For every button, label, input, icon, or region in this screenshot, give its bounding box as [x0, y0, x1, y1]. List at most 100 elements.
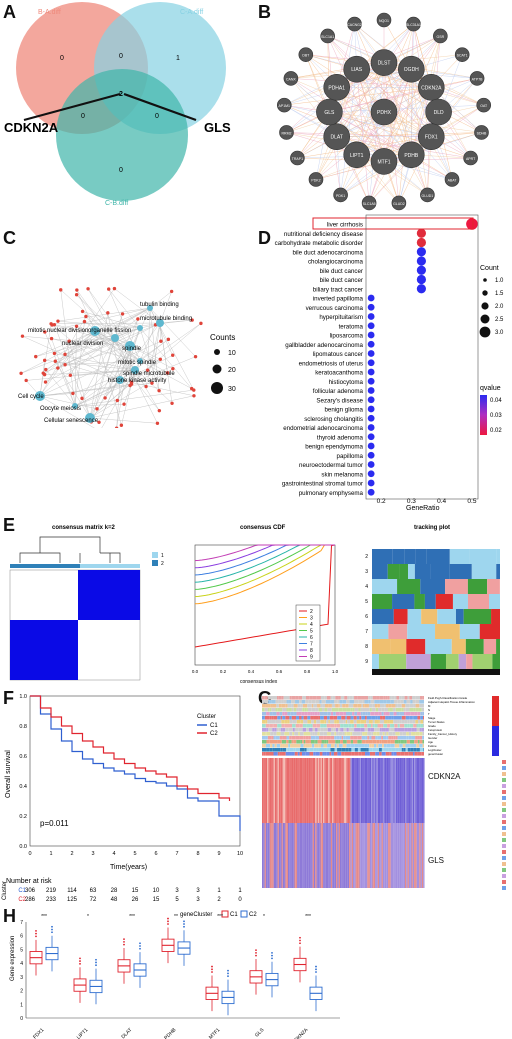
heatmap-cell	[282, 823, 285, 888]
annotation-cell	[383, 700, 387, 704]
annotation-cell	[281, 740, 287, 744]
heatmap-cell	[290, 758, 292, 823]
network-node[interactable]: NQO1	[376, 12, 392, 28]
network-edge	[297, 157, 385, 162]
enrichment-edge	[64, 327, 141, 355]
box-legend-c2: C2	[249, 912, 257, 918]
network-node[interactable]: ABAT	[444, 172, 460, 187]
network-node-label: SCAT1	[457, 54, 468, 58]
heatmap-cell	[411, 823, 413, 888]
annotation-cell	[399, 744, 403, 748]
box-xtick: LIPT1	[76, 1027, 90, 1039]
network-node[interactable]: DBT	[298, 47, 314, 62]
network-node[interactable]: LIPT1	[343, 141, 370, 169]
network-node[interactable]: DLD	[425, 98, 452, 126]
network-node[interactable]: PDK2	[308, 172, 324, 187]
annotation-cell	[306, 708, 308, 712]
annotation-cell	[269, 740, 274, 744]
annotation-cell	[415, 700, 420, 704]
heatmap-cell	[419, 823, 421, 888]
network-node[interactable]: GLUD2	[391, 195, 407, 211]
annotation-cell	[342, 744, 347, 748]
legend-swatch	[502, 784, 506, 788]
annotation-cell	[340, 740, 344, 744]
annotation-cell	[413, 716, 418, 720]
heatmap-cell	[381, 758, 383, 823]
network-node[interactable]: SLC1A5	[361, 195, 377, 211]
network-node[interactable]: APRT	[463, 150, 478, 166]
network-node[interactable]: PDK1	[333, 187, 348, 203]
qvalue-legend-003: 0.03	[490, 413, 502, 419]
network-node[interactable]: TRAP1	[290, 150, 305, 166]
network-node[interactable]: SLC31A1	[406, 16, 421, 32]
tracking-cell	[420, 579, 446, 594]
dotplot-point	[466, 218, 478, 230]
annotation-cell	[321, 700, 326, 704]
annotation-cell	[299, 752, 302, 756]
annotation-cell	[279, 720, 282, 724]
network-node[interactable]: LIAS	[343, 55, 370, 83]
network-node[interactable]: SLC1A1	[320, 28, 335, 44]
network-node[interactable]: PDHX	[370, 98, 398, 126]
network-node[interactable]: GLUD1	[420, 187, 435, 203]
heatmap-cell	[263, 823, 265, 888]
network-node[interactable]: FDX1	[417, 123, 445, 150]
box-ylabel: Gene expression	[10, 936, 16, 981]
network-node-circle	[370, 49, 398, 76]
annotation-cell	[353, 736, 358, 740]
enrichment-edge	[114, 337, 161, 360]
box-significance: ***	[305, 914, 311, 920]
dotplot-category: teratoma	[339, 323, 364, 330]
heatmap-cell	[350, 823, 352, 888]
network-node[interactable]: RRM2	[279, 125, 294, 140]
heatmap-cell	[385, 758, 387, 823]
annotation-cell	[341, 736, 344, 740]
network-node[interactable]: OGDH	[398, 55, 425, 83]
network-node[interactable]: GSR	[433, 28, 448, 44]
dotplot-category: liver cirrhosis	[327, 222, 363, 229]
network-node[interactable]: AP1M1	[276, 97, 292, 113]
venn-label-b-a: B-A.diff	[38, 9, 61, 16]
annotation-cell	[319, 732, 324, 736]
network-node[interactable]: SCAT1	[454, 47, 470, 62]
network-node[interactable]: ATP7B	[469, 71, 485, 86]
heatmap-cell	[336, 823, 338, 888]
network-node[interactable]: CDKN2A	[417, 74, 445, 101]
heatmap-cell	[271, 823, 273, 888]
annotation-cell	[418, 708, 422, 712]
network-node[interactable]: CANX	[283, 71, 299, 86]
annotation-cell	[316, 748, 319, 752]
annotation-cell	[313, 752, 316, 756]
network-node[interactable]: GLS	[316, 98, 343, 126]
network-node[interactable]: MTF1	[370, 148, 398, 175]
box	[293, 936, 307, 983]
annotation-cell	[297, 752, 300, 756]
annotation-cell	[420, 716, 423, 720]
network-node[interactable]: DLST	[370, 49, 398, 76]
annotation-cell	[334, 748, 338, 752]
network-node[interactable]: DLAT	[323, 123, 351, 150]
heatmap-cell	[276, 823, 278, 888]
annotation-cell	[289, 748, 294, 752]
network-node[interactable]: CACNG2	[347, 16, 362, 32]
enrichment-edge	[89, 323, 202, 419]
annotation-cell	[304, 708, 307, 712]
network-node[interactable]: OAT	[476, 97, 492, 113]
annotation-cell	[315, 736, 319, 740]
box	[133, 942, 147, 988]
annotation-cell	[354, 748, 358, 752]
tracking-cell	[465, 639, 484, 654]
network-node[interactable]: PDHB	[398, 141, 425, 169]
annotation-cell	[401, 696, 405, 700]
gene-node	[199, 321, 203, 326]
box-outlier	[123, 943, 125, 946]
annotation-cell	[364, 700, 369, 704]
network-node[interactable]: PDHA1	[323, 74, 351, 101]
annotation-cell	[354, 724, 357, 728]
annotation-cell	[322, 752, 325, 756]
annotation-cell	[272, 728, 275, 732]
cdf-curve	[194, 544, 335, 562]
annotation-cell	[422, 732, 424, 736]
network-edge	[356, 35, 441, 70]
network-node[interactable]: SDHB	[474, 125, 489, 140]
